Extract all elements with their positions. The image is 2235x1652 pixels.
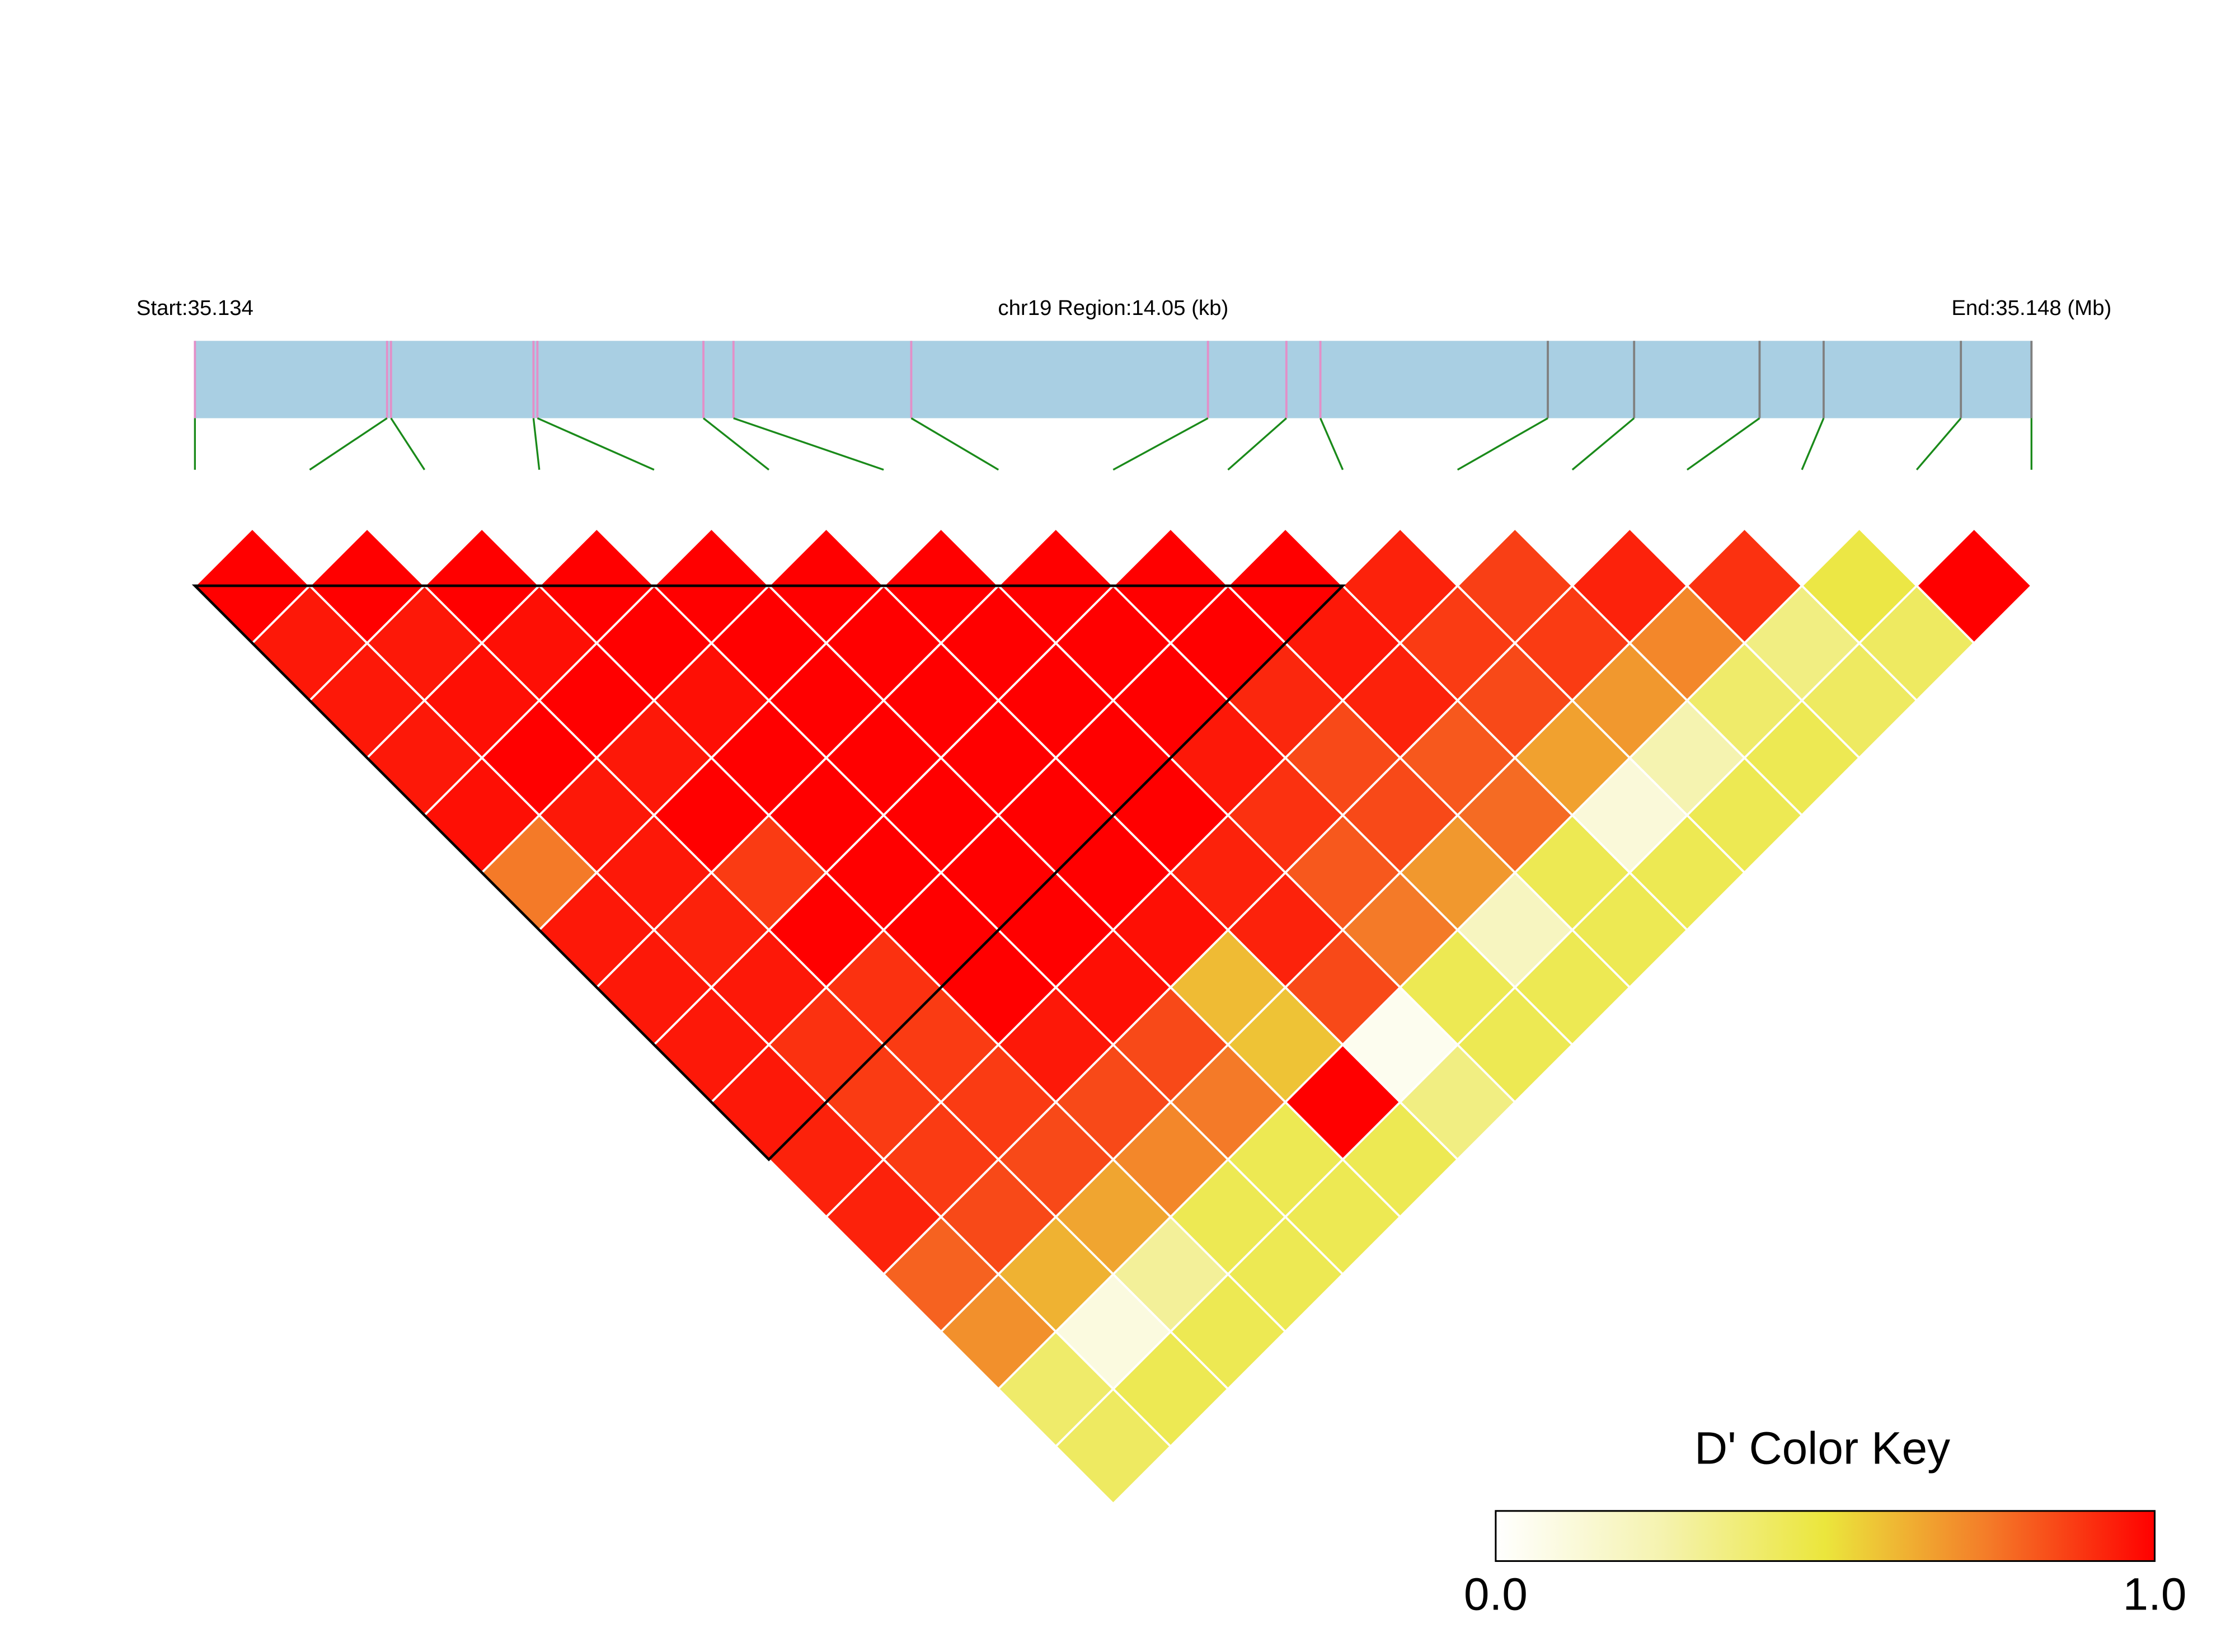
snp-connector [733,417,884,471]
snp-connector [1112,417,1209,471]
snp-connector [309,417,388,471]
snp-connector [1571,417,1635,470]
color-key [1495,1510,2156,1562]
snp-connector [532,418,541,470]
snp-connector [702,417,769,470]
region-bar [195,341,2032,418]
ld-block [191,584,1346,1161]
snp-connector [1801,417,1825,470]
region-label: chr19 Region:14.05 (kb) [998,296,1228,320]
snp-connector [390,417,425,470]
snp-connector [1457,417,1548,471]
snp-connector [1227,417,1287,470]
snp-connector [910,417,999,471]
key-tick-label: 0.0 [1464,1569,1528,1620]
start-label: Start:35.134 [137,296,253,320]
ld-cell [1054,1387,1172,1505]
end-label: End:35.148 (Mb) [1951,296,2111,320]
snp-connector [1915,417,1962,470]
key-title: D' Color Key [1694,1423,1950,1474]
key-tick-label: 1.0 [2123,1569,2187,1620]
snp-connector [537,417,655,471]
snp-connector [1320,417,1344,470]
snp-connector [1686,417,1760,471]
